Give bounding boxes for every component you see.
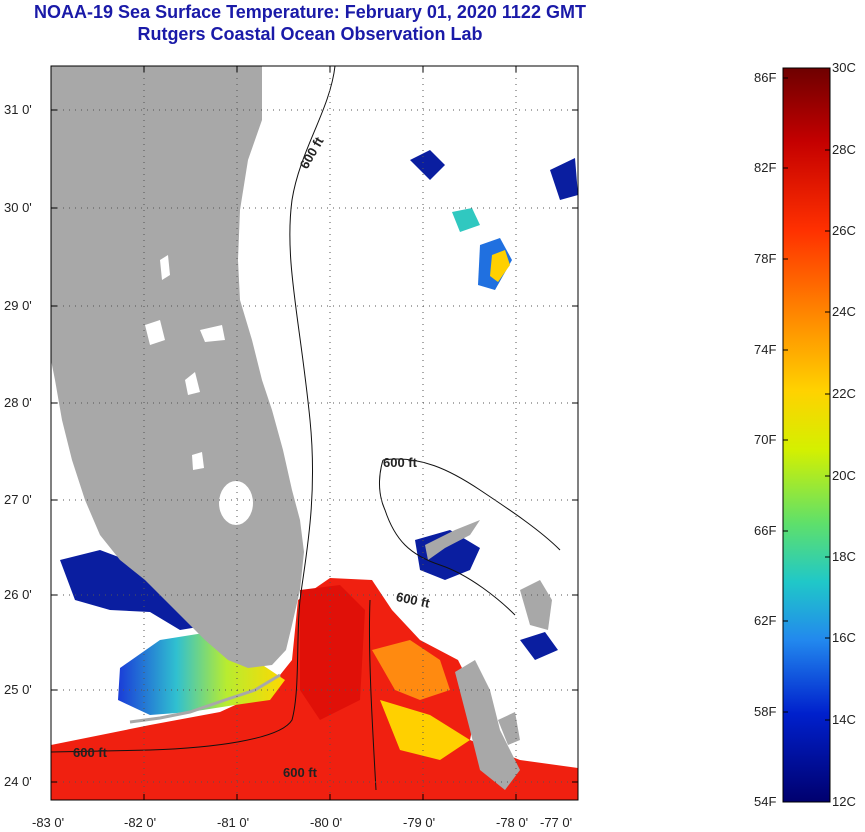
scale-label-f: 74F [754,342,777,357]
bahamas-andros [520,580,552,630]
scale-label-f: 54F [754,794,777,809]
mixed-patch-north [452,208,480,232]
bahamas-islands [455,660,520,790]
isobath-label: 600 ft [283,765,318,780]
scale-label-f: 70F [754,432,777,447]
lat-label: 25 0' [4,682,32,697]
scale-label-c: 16C [832,630,856,645]
scale-label-c: 14C [832,712,856,727]
cold-patch-ne [550,158,578,200]
florida-keys [129,673,281,724]
lon-label: -79 0' [403,815,435,830]
lat-label: 28 0' [4,395,32,410]
scale-label-f: 66F [754,523,777,538]
scale-label-c: 26C [832,223,856,238]
scale-label-c: 28C [832,142,856,157]
orange-water-patch [372,640,450,700]
scale-label-c: 20C [832,468,856,483]
lat-label: 30 0' [4,200,32,215]
cold-patch-keys-east [520,632,558,660]
lat-label: 31 0' [4,102,32,117]
color-scale-ticks [783,77,830,721]
bahamas-abaco [425,520,480,560]
lon-label: -80 0' [310,815,342,830]
cold-patch-north1 [410,150,445,180]
color-scale-bar [782,67,831,803]
axis-ticks [50,66,578,800]
lake-okeechobee [219,481,253,525]
bahamas-cay [498,712,520,745]
isobath-label: 600 ft [73,745,108,760]
isobath-lines [50,65,561,791]
scale-label-c: 12C [832,794,856,809]
lon-label: -83 0' [32,815,64,830]
map-subtitle: Rutgers Coastal Ocean Observation Lab [137,24,483,44]
map-title: NOAA-19 Sea Surface Temperature: Februar… [34,2,586,22]
scale-label-c: 22C [832,386,856,401]
lon-label: -81 0' [217,815,249,830]
scale-label-c: 24C [832,304,856,319]
scale-label-c: 18C [832,549,856,564]
lat-label: 26 0' [4,587,32,602]
lon-label: -78 0' [496,815,528,830]
scale-label-f: 58F [754,704,777,719]
scale-label-f: 62F [754,613,777,628]
isobath-label: 600 ft [383,455,418,470]
lon-label: -77 0' [540,815,572,830]
scale-label-f: 86F [754,70,777,85]
lat-label: 27 0' [4,492,32,507]
red-core-patch [300,585,365,720]
lat-label: 29 0' [4,298,32,313]
yellow-water-patch [380,700,470,760]
lon-label: -82 0' [124,815,156,830]
scale-label-c: 30C [832,60,856,75]
scale-label-f: 78F [754,251,777,266]
scale-label-f: 82F [754,160,777,175]
map-border [50,65,579,801]
cold-patch-north3 [490,250,510,282]
lat-label: 24 0' [4,774,32,789]
grid-lines [51,66,578,800]
cold-patch-west [60,550,210,630]
